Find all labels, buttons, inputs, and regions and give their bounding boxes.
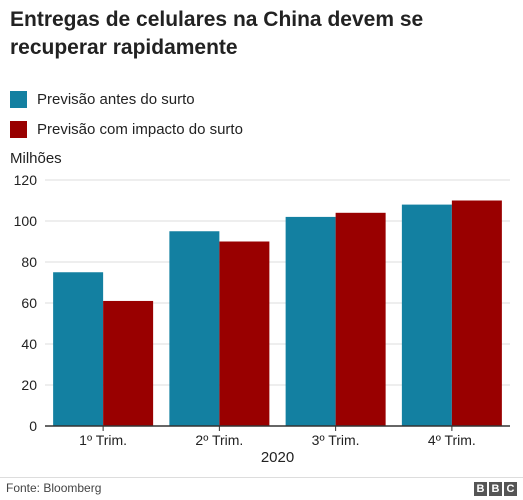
- y-tick-label: 80: [21, 254, 37, 270]
- legend-label-impact: Previsão com impacto do surto: [37, 120, 243, 138]
- bar-impact: [451, 200, 502, 426]
- bbc-logo-letter: B: [474, 482, 487, 496]
- bbc-logo-letter: B: [489, 482, 502, 496]
- legend-swatch-impact: [10, 120, 27, 138]
- chart-title: Entregas de celulares na China devem se …: [10, 8, 424, 59]
- legend-swatch-before: [10, 90, 27, 108]
- y-tick-label: 0: [29, 418, 37, 434]
- y-tick-label: 40: [21, 336, 37, 352]
- bar-impact: [335, 212, 386, 426]
- footer-divider: [0, 477, 523, 478]
- legend-item-before: Previsão antes do surto: [10, 84, 243, 114]
- bar-before: [401, 204, 452, 426]
- bar-before: [285, 216, 336, 426]
- bar-before: [53, 272, 104, 426]
- bbc-logo: B B C: [474, 482, 517, 496]
- legend-item-impact: Previsão com impacto do surto: [10, 114, 243, 144]
- bbc-logo-letter: C: [504, 482, 517, 496]
- x-tick-label: 3º Trim.: [312, 432, 360, 448]
- legend-label-before: Previsão antes do surto: [37, 90, 195, 108]
- y-tick-label: 20: [21, 377, 37, 393]
- x-tick-label: 4º Trim.: [428, 432, 476, 448]
- x-axis-label: 2020: [261, 449, 294, 466]
- legend: Previsão antes do surto Previsão com imp…: [10, 84, 243, 144]
- bar-chart: 0 20 40 60 80 100 120 1º Trim. 2º Trim. 3º Trim. 4…: [14, 172, 510, 466]
- source-note: Fonte: Bloomberg: [6, 481, 102, 495]
- y-axis-unit-label: Milhões: [10, 150, 62, 167]
- bar-impact: [219, 241, 270, 426]
- x-tick-label: 1º Trim.: [79, 432, 127, 448]
- y-tick-label: 100: [14, 213, 38, 229]
- bar-before: [169, 231, 220, 426]
- y-tick-label: 60: [21, 295, 37, 311]
- y-tick-label: 120: [14, 172, 38, 188]
- x-tick-label: 2º Trim.: [195, 432, 243, 448]
- bar-impact: [103, 300, 154, 426]
